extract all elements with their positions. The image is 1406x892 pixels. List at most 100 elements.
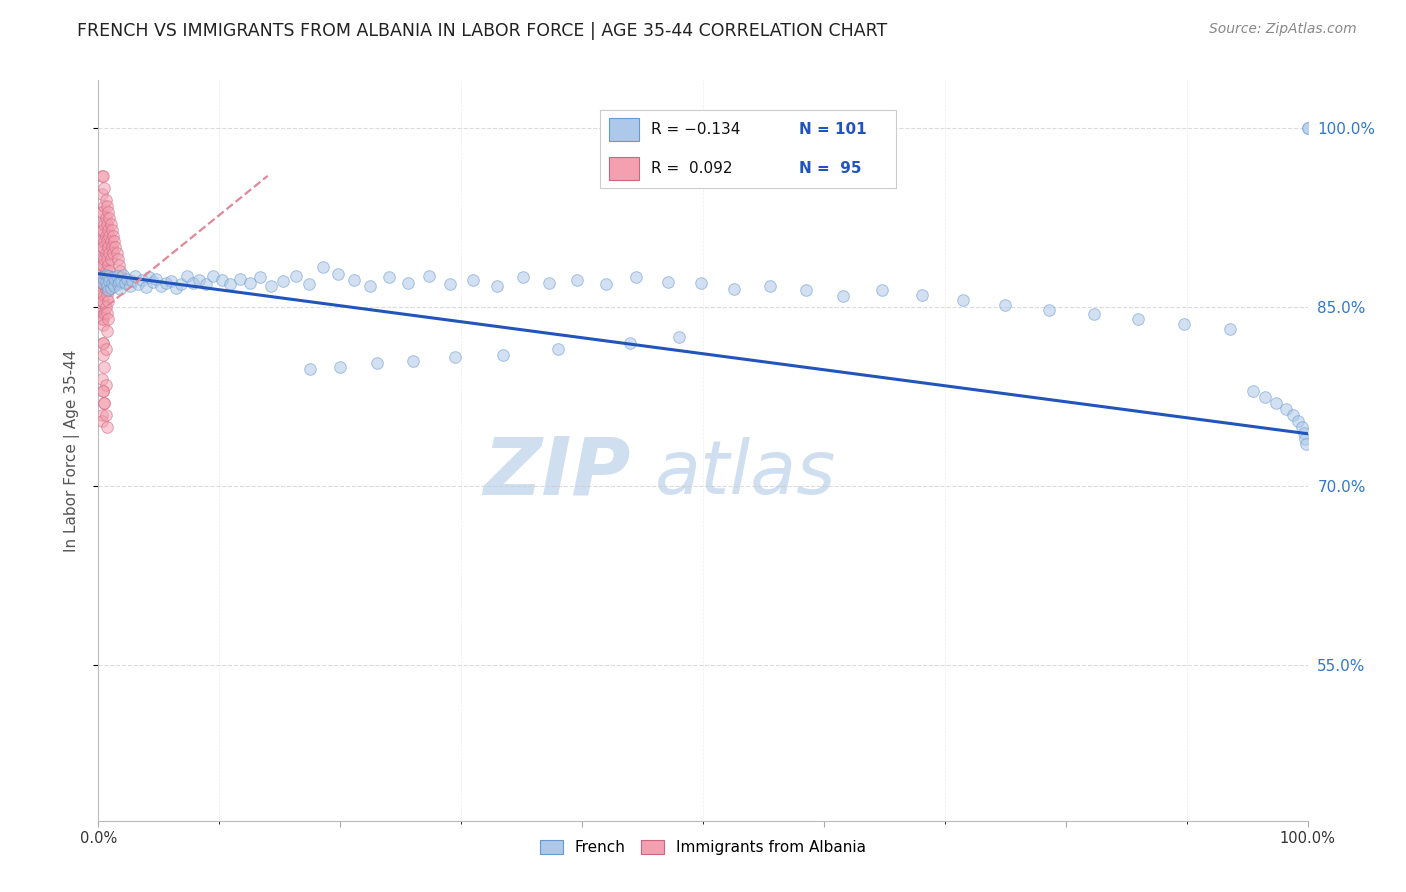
Point <box>105 269 128 284</box>
Point <box>1282 408 1305 422</box>
Point <box>1295 437 1317 451</box>
Point <box>299 362 322 376</box>
Point <box>626 270 648 285</box>
Point <box>90 235 112 249</box>
Point <box>1265 395 1288 409</box>
Point <box>1296 121 1319 136</box>
Point <box>402 354 425 368</box>
Point <box>832 289 855 303</box>
Point <box>91 204 114 219</box>
Point <box>94 246 117 260</box>
Point <box>567 273 589 287</box>
Point <box>145 271 167 285</box>
Point <box>96 288 118 302</box>
Point <box>97 204 120 219</box>
Point <box>108 282 131 296</box>
Point <box>108 275 131 289</box>
Point <box>98 282 121 296</box>
Point <box>91 169 114 183</box>
Point <box>98 228 121 243</box>
Point <box>98 211 121 225</box>
Point <box>249 270 271 285</box>
Point <box>103 278 125 293</box>
Point <box>94 268 117 282</box>
Point <box>91 336 114 351</box>
Point <box>97 222 120 236</box>
Point <box>758 278 780 293</box>
Point <box>91 222 114 236</box>
Point <box>657 275 679 289</box>
Point <box>994 298 1017 312</box>
Text: atlas: atlas <box>655 437 837 508</box>
Point <box>1292 425 1315 440</box>
Point <box>91 169 114 183</box>
Point <box>595 277 617 292</box>
Point <box>377 270 399 285</box>
Point <box>90 306 112 320</box>
Point <box>96 235 118 249</box>
Point <box>668 330 690 344</box>
Point <box>93 199 115 213</box>
Point <box>90 252 112 267</box>
Point <box>89 300 111 314</box>
Point <box>91 318 114 332</box>
Point <box>396 277 419 291</box>
Point <box>110 274 132 288</box>
Point <box>298 277 321 292</box>
Point <box>131 273 153 287</box>
Point <box>101 246 124 260</box>
Point <box>94 282 117 296</box>
Point <box>444 351 467 365</box>
Point <box>91 384 114 398</box>
Point <box>619 336 641 351</box>
Point <box>366 356 388 370</box>
Point <box>96 278 118 293</box>
Point <box>689 277 711 291</box>
Point <box>91 408 114 422</box>
Point <box>89 282 111 296</box>
Point <box>952 293 974 307</box>
Point <box>150 278 173 293</box>
Point <box>211 273 233 287</box>
Point <box>117 271 139 285</box>
Point <box>94 193 117 207</box>
Point <box>89 246 111 260</box>
Point <box>93 395 115 409</box>
Point <box>108 264 131 278</box>
Point <box>142 275 165 289</box>
Point <box>91 294 114 309</box>
Point <box>89 228 111 243</box>
Point <box>97 259 120 273</box>
Point <box>96 217 118 231</box>
Point <box>97 240 120 254</box>
Point <box>547 342 569 356</box>
Point <box>103 235 125 249</box>
Point <box>100 277 122 291</box>
Point <box>1275 401 1298 416</box>
Point <box>90 217 112 231</box>
Point <box>93 217 115 231</box>
Point <box>91 277 114 291</box>
Point <box>100 281 122 295</box>
Point <box>1173 317 1195 331</box>
Point <box>93 273 115 287</box>
Point <box>108 259 131 273</box>
Point <box>91 294 114 309</box>
Point <box>91 277 114 291</box>
Point <box>202 269 225 284</box>
Point <box>100 235 122 249</box>
Point <box>1296 121 1319 136</box>
Point <box>98 246 121 260</box>
Point <box>538 277 561 291</box>
Point <box>91 240 114 254</box>
Point <box>187 273 209 287</box>
Point <box>1294 432 1316 446</box>
Text: FRENCH VS IMMIGRANTS FROM ALBANIA IN LABOR FORCE | AGE 35-44 CORRELATION CHART: FRENCH VS IMMIGRANTS FROM ALBANIA IN LAB… <box>77 22 887 40</box>
Point <box>229 271 252 285</box>
Point <box>870 284 893 298</box>
Point <box>90 288 112 302</box>
Point <box>97 269 120 284</box>
Point <box>94 228 117 243</box>
Point <box>107 252 129 267</box>
Point <box>273 274 295 288</box>
